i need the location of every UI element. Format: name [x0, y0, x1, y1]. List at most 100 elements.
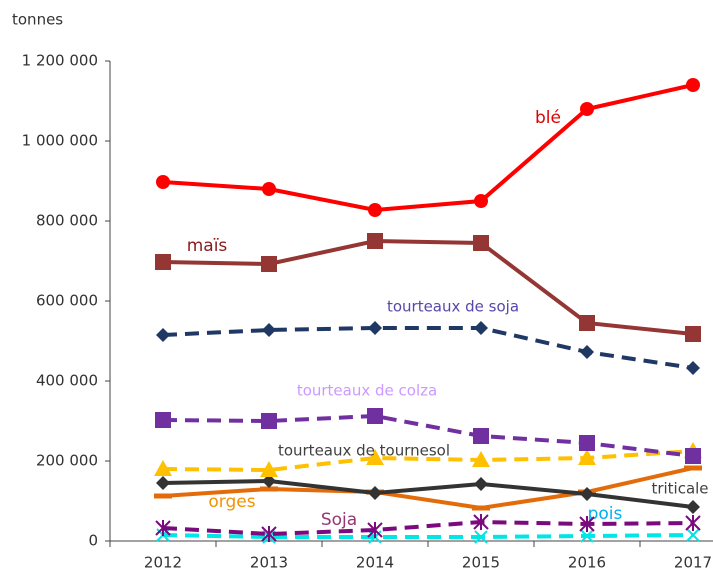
marker-shape — [686, 361, 700, 375]
series-label: blé — [535, 108, 561, 128]
series-label: triticale — [651, 480, 708, 498]
marker-shape — [368, 486, 382, 500]
marker-shape — [686, 528, 700, 542]
marker — [367, 233, 383, 249]
y-tick-label: 1 200 000 — [22, 52, 98, 70]
series-label: orges — [208, 492, 255, 512]
marker — [579, 435, 595, 451]
marker-shape — [580, 487, 594, 501]
marker — [686, 361, 700, 375]
series-line — [162, 238, 694, 336]
marker-shape — [155, 520, 171, 536]
marker — [579, 315, 595, 331]
marker-shape — [579, 516, 595, 532]
marker-shape — [473, 235, 489, 251]
marker — [368, 321, 382, 335]
marker-shape — [367, 522, 383, 538]
marker — [154, 460, 172, 476]
marker-shape — [367, 233, 383, 249]
marker-shape — [685, 448, 701, 464]
marker-shape — [155, 412, 171, 428]
marker — [156, 328, 170, 342]
marker-shape — [155, 254, 171, 270]
marker-shape — [154, 460, 172, 476]
marker-shape — [580, 102, 594, 116]
y-tick-label: 600 000 — [36, 292, 98, 310]
series-label: maïs — [187, 236, 228, 256]
marker — [156, 476, 170, 490]
marker — [473, 428, 489, 444]
series-line — [162, 466, 694, 511]
marker-shape — [474, 321, 488, 335]
marker-shape — [262, 323, 276, 337]
series-line — [162, 478, 694, 509]
marker-shape — [686, 500, 700, 514]
marker-shape — [474, 530, 488, 544]
marker-shape — [156, 476, 170, 490]
marker-shape — [685, 515, 701, 531]
series-label: tourteaux de colza — [297, 382, 437, 400]
marker — [474, 321, 488, 335]
marker-shape — [473, 514, 489, 530]
marker-shape — [156, 328, 170, 342]
marker — [156, 175, 170, 189]
marker — [367, 522, 383, 538]
marker — [261, 256, 277, 272]
marker-shape — [368, 321, 382, 335]
series-label: Soja — [321, 510, 357, 530]
marker — [262, 182, 276, 196]
marker — [685, 448, 701, 464]
marker — [474, 530, 488, 544]
y-tick-label: 800 000 — [36, 212, 98, 230]
x-tick-label: 2014 — [356, 554, 394, 571]
y-tick-label: 0 — [88, 532, 98, 550]
series-line — [162, 519, 694, 537]
y-tick-label: 1 000 000 — [22, 132, 98, 150]
marker-shape — [366, 449, 384, 465]
marker — [366, 449, 384, 465]
marker — [685, 326, 701, 342]
marker-shape — [579, 435, 595, 451]
series-line — [162, 326, 694, 370]
series-label: pois — [588, 504, 623, 524]
marker — [685, 515, 701, 531]
marker — [261, 413, 277, 429]
x-tick-label: 2012 — [144, 554, 182, 571]
marker-shape — [261, 526, 277, 542]
marker-shape — [262, 182, 276, 196]
marker-shape — [579, 315, 595, 331]
marker — [367, 408, 383, 424]
marker — [580, 529, 594, 543]
marker — [474, 194, 488, 208]
marker-shape — [262, 474, 276, 488]
marker — [686, 78, 700, 92]
marker — [368, 486, 382, 500]
marker-shape — [472, 451, 490, 467]
marker-shape — [578, 449, 596, 465]
series-line — [162, 83, 694, 213]
x-tick-label: 2013 — [250, 554, 288, 571]
series-line — [162, 413, 694, 458]
marker — [474, 477, 488, 491]
marker — [262, 323, 276, 337]
marker — [686, 528, 700, 542]
marker-shape — [261, 413, 277, 429]
marker-shape — [260, 461, 278, 477]
marker — [260, 461, 278, 477]
marker — [472, 451, 490, 467]
marker — [262, 474, 276, 488]
series-label: tourteaux de tournesol — [278, 442, 450, 460]
marker — [473, 514, 489, 530]
marker-shape — [367, 408, 383, 424]
marker — [155, 412, 171, 428]
marker — [686, 500, 700, 514]
series-label: tourteaux de soja — [387, 298, 519, 316]
marker-shape — [474, 477, 488, 491]
marker — [155, 254, 171, 270]
marker — [368, 203, 382, 217]
marker — [261, 526, 277, 542]
marker — [578, 449, 596, 465]
marker-shape — [474, 194, 488, 208]
marker-shape — [368, 203, 382, 217]
marker — [579, 516, 595, 532]
